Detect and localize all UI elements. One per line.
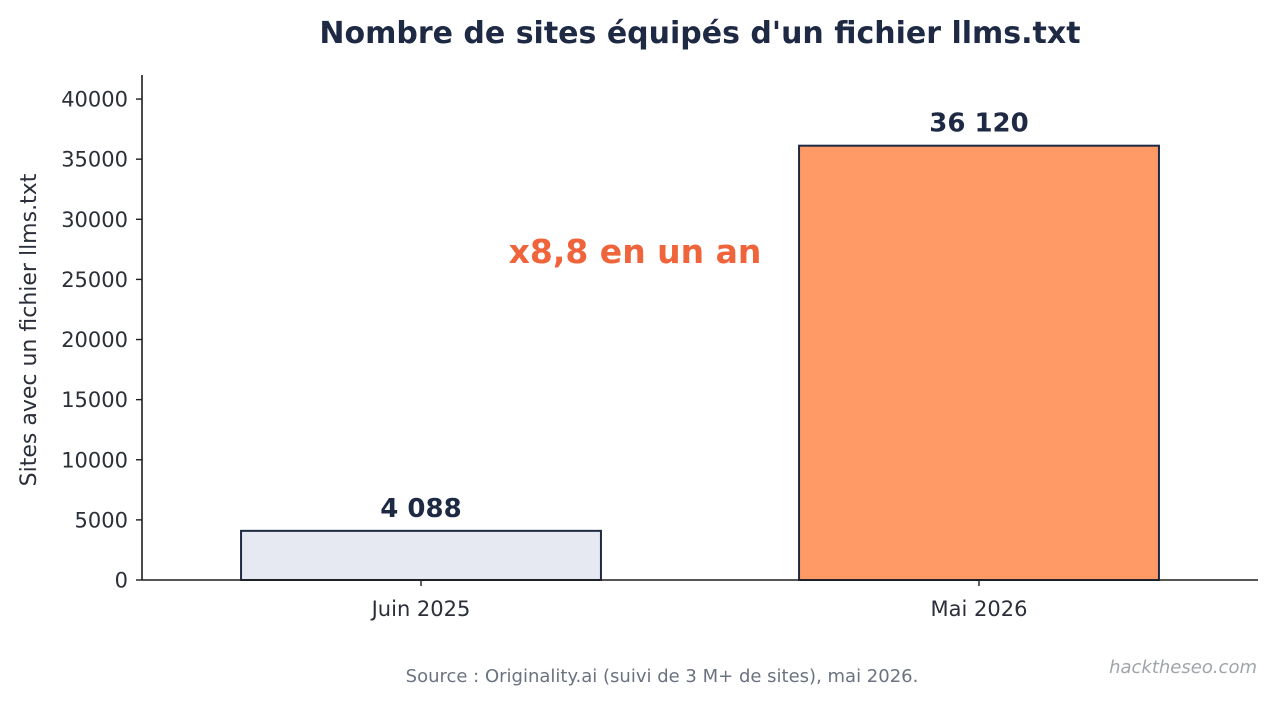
bar-value-labels: 4 088 36 120 [380, 109, 1028, 524]
y-tick-label: 25000 [61, 268, 128, 292]
bars [240, 144, 1160, 582]
bar-value-label: 4 088 [380, 494, 461, 524]
chart-title: Nombre de sites équipés d'un fichier llm… [319, 16, 1080, 51]
y-tick-label: 15000 [61, 388, 128, 412]
growth-annotation: x8,8 en un an [509, 232, 762, 271]
x-axis-ticks: Juin 2025 Mai 2026 [370, 580, 1028, 621]
x-tick-label: Mai 2026 [931, 597, 1028, 621]
watermark: hacktheseo.com [1109, 657, 1257, 678]
y-axis-label: Sites avec un fichier llms.txt [17, 173, 42, 486]
y-tick-label: 20000 [61, 328, 128, 352]
bar-value-label: 36 120 [929, 109, 1029, 139]
y-tick-label: 35000 [61, 148, 128, 172]
y-tick-label: 30000 [61, 208, 128, 232]
x-tick-label: Juin 2025 [370, 597, 471, 621]
y-tick-label: 40000 [61, 88, 128, 112]
y-tick-label: 0 [115, 569, 128, 593]
bar [240, 529, 602, 582]
bar [798, 144, 1160, 581]
source-note: Source : Originality.ai (suivi de 3 M+ d… [406, 666, 919, 687]
y-tick-label: 5000 [75, 508, 128, 532]
y-tick-label: 10000 [61, 448, 128, 472]
y-axis-ticks: 0 5000 10000 15000 20000 25000 30000 35000 40000 [61, 88, 142, 593]
